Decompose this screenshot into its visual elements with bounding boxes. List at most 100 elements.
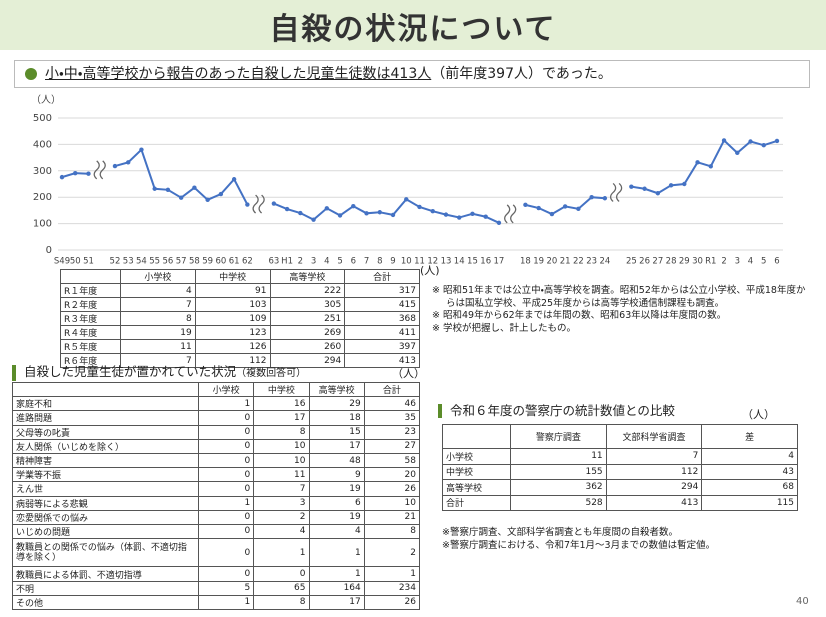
table-row: R２年度 7 103 305 415 — [60, 297, 420, 312]
axis-break — [615, 182, 623, 202]
number-cell: 8 — [253, 594, 310, 611]
axis-break — [504, 204, 511, 224]
x-tick-label: 61 — [229, 257, 240, 267]
number-cell: 415 — [344, 297, 420, 312]
row-label: R２年度 — [60, 297, 121, 312]
header-row: 小学校 中学校 高等学校 合計 — [60, 269, 420, 284]
row-label: R３年度 — [60, 311, 121, 326]
number-cell: 155 — [510, 463, 607, 480]
number-cell: 26 — [363, 481, 421, 497]
number-cell: 411 — [344, 325, 420, 340]
number-cell: 4 — [253, 523, 310, 540]
data-point — [73, 170, 78, 176]
table-row: 進路問題 0 17 18 35 — [12, 410, 421, 426]
row-label: 学業等不振 — [12, 467, 199, 483]
axis-break — [510, 204, 517, 224]
row-label: 家庭不和 — [12, 396, 199, 412]
axis-break — [258, 194, 265, 214]
x-tick-label: 53 — [123, 257, 134, 267]
police-notes: ※警察庁調査、文部科学省調査とも年度間の自殺者数。 ※警察庁調査における、令和7… — [442, 527, 812, 552]
number-cell: 1 — [308, 538, 365, 568]
x-tick-label: 56 — [163, 257, 174, 267]
section-heading: 令和６年度の警察庁の統計数値との比較 — [438, 404, 675, 418]
number-cell: 11 — [510, 448, 607, 465]
number-cell: 17 — [308, 438, 365, 454]
table-row: その他 1 8 17 26 — [12, 594, 421, 611]
data-point — [152, 186, 157, 191]
x-tick-label: 54 — [136, 257, 147, 267]
x-tick-label: 63 — [268, 257, 279, 267]
number-cell: 251 — [269, 311, 346, 326]
number-cell: 35 — [363, 410, 421, 426]
table-row: 合計 528 413 115 — [442, 494, 798, 511]
number-cell: 23 — [363, 424, 421, 440]
x-tick-label: 15 — [467, 257, 478, 267]
page-title: 自殺の状況について — [269, 12, 557, 47]
x-tick-label: 60 — [215, 257, 226, 267]
data-point — [364, 211, 369, 216]
column-header: 合計 — [344, 269, 420, 284]
table-row: R３年度 8 109 251 368 — [60, 311, 420, 326]
data-point — [404, 197, 409, 202]
number-cell: 0 — [253, 566, 310, 582]
number-cell: 294 — [605, 479, 703, 496]
data-point — [245, 202, 250, 207]
number-cell: 17 — [308, 594, 365, 611]
heading-note: （複数回答可） — [236, 368, 307, 379]
number-cell: 123 — [194, 325, 271, 340]
summary: 小・中・高等学校から報告のあった自殺した児童生徒数は413人（前年度397人）で… — [14, 60, 810, 88]
note: ※ 昭和49年から62年までは年間の数、昭和63年以降は年度間の数。 — [432, 310, 727, 321]
data-point — [536, 205, 541, 211]
number-cell: 269 — [269, 325, 346, 340]
data-point — [417, 204, 422, 210]
number-cell: 10 — [363, 495, 421, 511]
number-cell: 18 — [308, 410, 365, 426]
number-cell: 112 — [605, 463, 703, 480]
number-cell: 7 — [253, 481, 310, 497]
row-label: 中学校 — [442, 463, 511, 480]
number-cell: 1 — [197, 495, 255, 511]
number-cell: 1 — [363, 566, 421, 582]
header-row: 小学校 中学校 高等学校 合計 — [12, 381, 421, 398]
row-label: 不明 — [12, 580, 199, 596]
number-cell: 2 — [363, 538, 421, 568]
data-point — [178, 195, 184, 200]
table-row: いじめの問題 0 4 4 8 — [12, 523, 421, 540]
section-heading: 自殺した児童生徒が置かれていた状況（複数回答可） — [12, 365, 306, 381]
table-row: 高等学校 362 294 68 — [442, 479, 798, 496]
number-cell: 7 — [605, 448, 703, 465]
number-cell: 17 — [253, 410, 310, 426]
x-tick-label: 2 — [298, 257, 303, 267]
data-point — [377, 210, 382, 215]
x-tick-label: 5 — [337, 257, 342, 267]
y-tick-label: 0 — [46, 245, 52, 256]
data-point — [748, 139, 753, 144]
number-cell: 0 — [197, 481, 255, 497]
data-point — [165, 187, 171, 193]
table-row: 不明 5 65 164 234 — [12, 580, 421, 596]
x-tick-label: 18 — [520, 257, 531, 267]
row-label: 恋愛関係での悩み — [12, 509, 199, 525]
number-cell: 46 — [363, 396, 421, 412]
x-tick-label: 58 — [189, 257, 200, 267]
table-row: 精神障害 0 10 48 58 — [12, 452, 421, 469]
number-cell: 26 — [363, 594, 421, 611]
number-cell: 109 — [194, 311, 271, 326]
x-tick-label: 23 — [586, 257, 597, 267]
row-label: R６年度 — [60, 353, 121, 368]
number-cell: 103 — [194, 297, 271, 312]
number-cell: 234 — [363, 580, 421, 596]
number-cell: 27 — [363, 438, 421, 454]
x-tick-label: 59 — [202, 257, 213, 267]
number-cell: 0 — [197, 538, 255, 568]
table-row: 父母等の叱責 0 8 15 23 — [12, 424, 421, 440]
data-point — [430, 208, 435, 214]
x-tick-label: 4 — [324, 257, 329, 267]
column-header: 文部科学省調査 — [605, 424, 703, 449]
number-cell: 68 — [701, 479, 798, 496]
bullet — [25, 68, 37, 80]
table-row: 学業等不振 0 11 9 20 — [12, 467, 421, 483]
x-tick-label: 3 — [735, 257, 740, 267]
table-row: R４年度 19 123 269 411 — [60, 325, 420, 340]
number-cell: 126 — [194, 339, 271, 354]
